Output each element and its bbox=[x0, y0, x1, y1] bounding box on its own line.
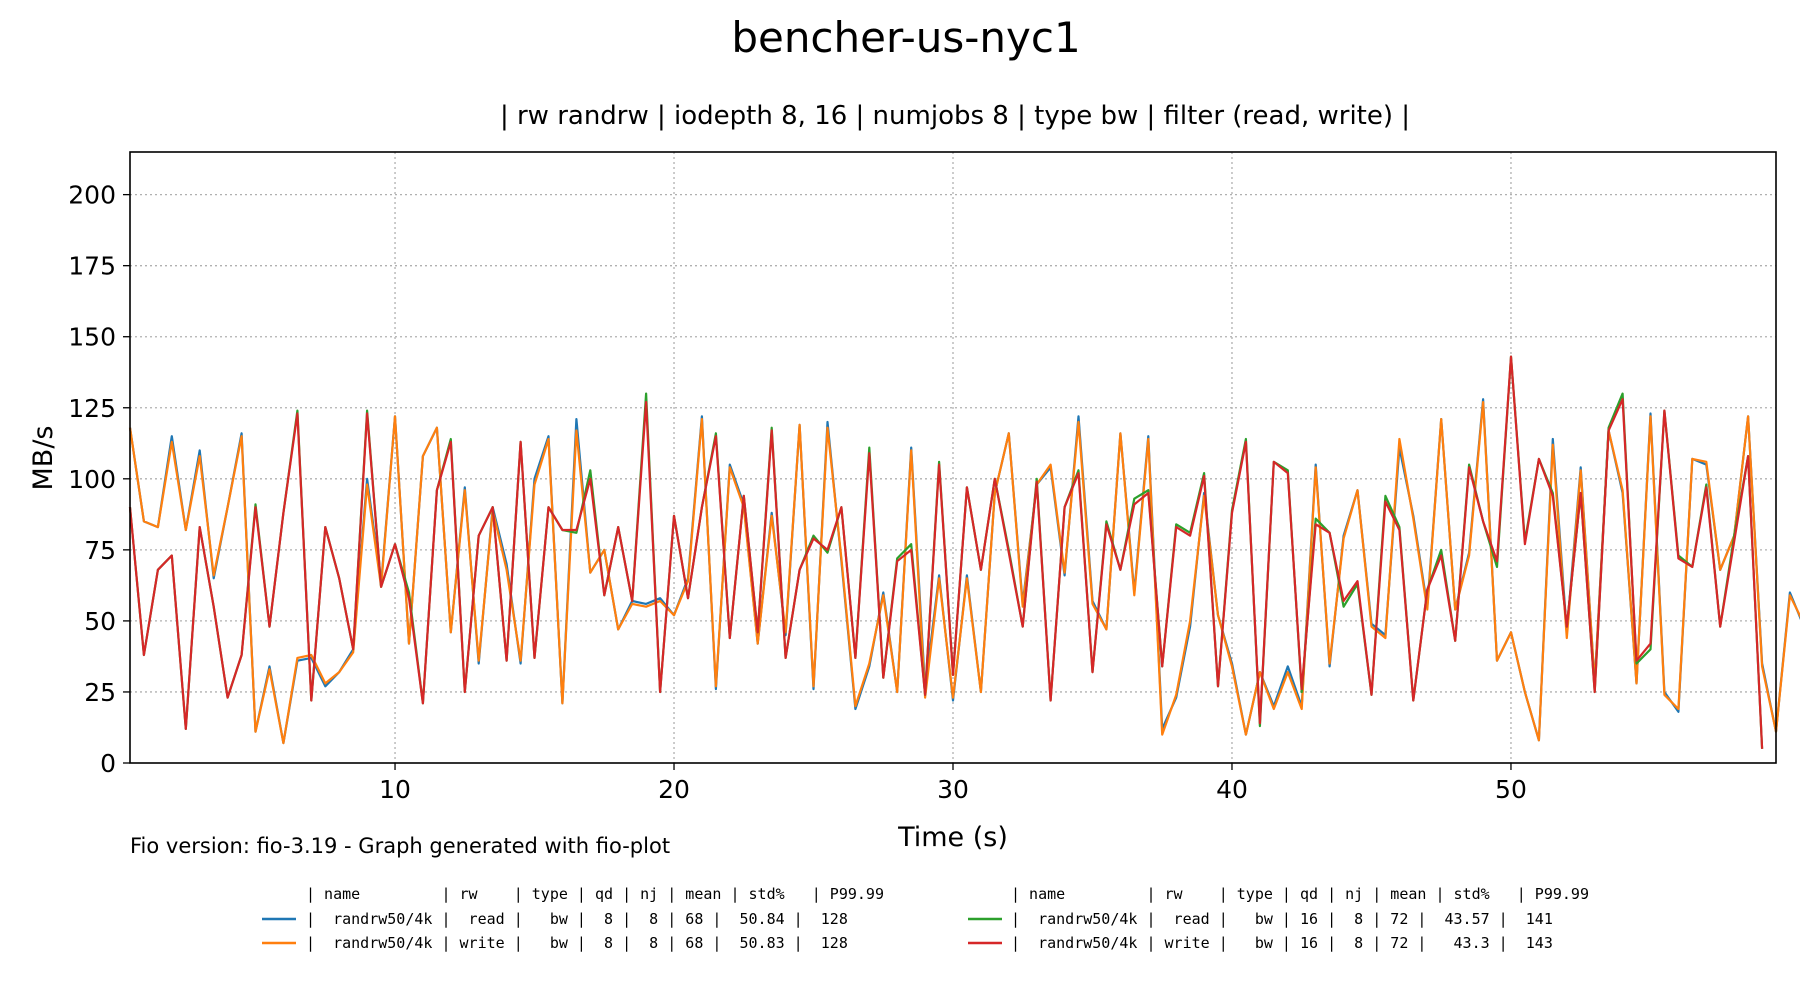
y-tick-label: 0 bbox=[100, 749, 116, 778]
legend-header-right: | name | rw | type | qd | nj | mean | st… bbox=[1011, 885, 1589, 903]
y-tick-label: 25 bbox=[84, 678, 116, 707]
y-tick-label: 125 bbox=[68, 394, 116, 423]
y-tick-label: 50 bbox=[84, 607, 116, 636]
y-tick-label: 150 bbox=[68, 323, 116, 352]
chart-title: bencher-us-nyc1 bbox=[731, 13, 1080, 62]
y-tick-label: 175 bbox=[68, 252, 116, 281]
footnote: Fio version: fio-3.19 - Graph generated … bbox=[130, 834, 670, 858]
legend-entry: | randrw50/4k | read | bw | 8 | 8 | 68 |… bbox=[306, 910, 848, 928]
x-tick-label: 30 bbox=[937, 775, 969, 804]
legend-entry: | randrw50/4k | write | bw | 16 | 8 | 72… bbox=[1011, 934, 1553, 952]
y-axis-label: MB/s bbox=[28, 426, 59, 491]
x-tick-label: 50 bbox=[1495, 775, 1527, 804]
y-tick-label: 200 bbox=[68, 181, 116, 210]
x-tick-label: 20 bbox=[658, 775, 690, 804]
series-line-2 bbox=[128, 401, 1800, 745]
legend-rows: | randrw50/4k | read | bw | 8 | 8 | 68 |… bbox=[262, 910, 1553, 952]
x-axis-ticks: 10 20 30 40 50 bbox=[379, 763, 1527, 804]
legend-entry: | randrw50/4k | read | bw | 16 | 8 | 72 … bbox=[1011, 910, 1553, 928]
series-line-3 bbox=[128, 355, 1764, 749]
x-tick-label: 40 bbox=[1216, 775, 1248, 804]
x-axis-label: Time (s) bbox=[897, 822, 1008, 853]
series-lines bbox=[128, 355, 1800, 749]
legend-entry: | randrw50/4k | write | bw | 8 | 8 | 68 … bbox=[306, 934, 848, 952]
series-line-4 bbox=[128, 355, 1764, 749]
legend-header-left: | name | rw | type | qd | nj | mean | st… bbox=[306, 885, 884, 903]
legend: | name | rw | type | qd | nj | mean | st… bbox=[262, 885, 1589, 952]
chart-subtitle: | rw randrw | iodepth 8, 16 | numjobs 8 … bbox=[500, 101, 1410, 131]
x-tick-label: 10 bbox=[379, 775, 411, 804]
y-axis-ticks: 0 25 50 75 100 125 150 175 200 bbox=[68, 181, 130, 778]
y-tick-label: 100 bbox=[68, 465, 116, 494]
y-tick-label: 75 bbox=[84, 536, 116, 565]
